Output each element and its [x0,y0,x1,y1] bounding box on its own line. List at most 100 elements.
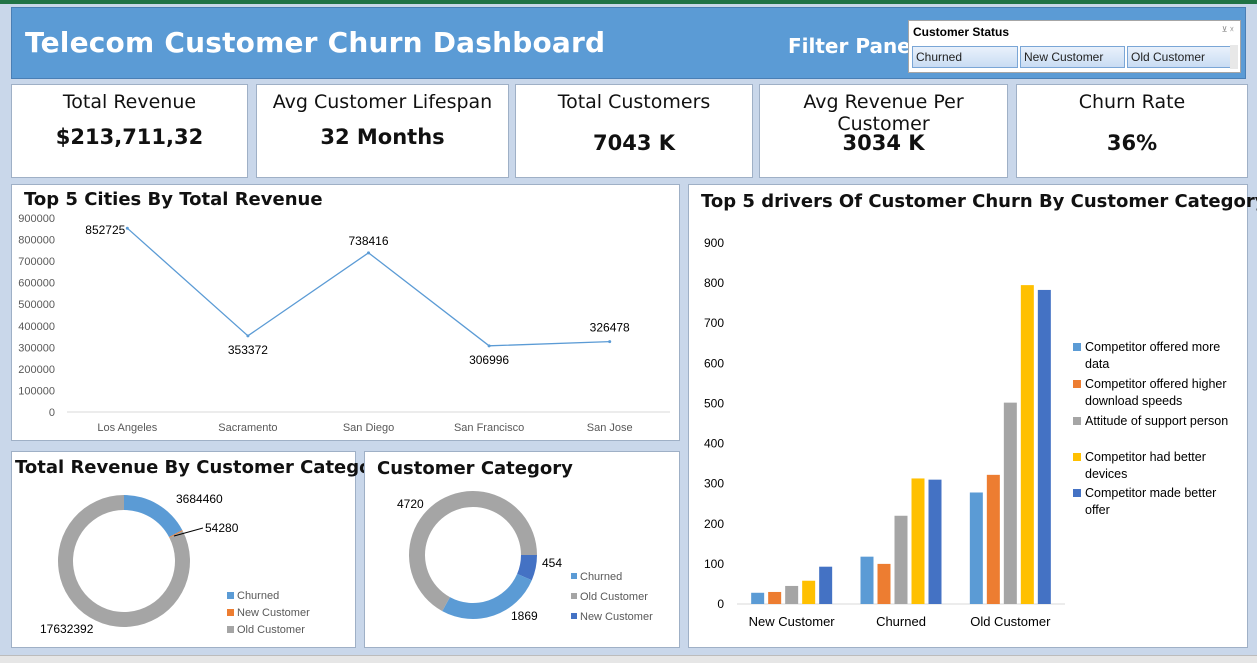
x-tick-label: San Francisco [454,422,524,434]
x-tick-label: New Customer [749,614,836,629]
customer-status-slicer[interactable]: Customer Status ⊻ ☓ Churned New Customer… [908,20,1241,73]
bar [860,556,874,604]
data-point [246,334,250,338]
data-point [608,340,612,344]
legend-entry: Attitude of support person [1085,414,1228,428]
legend-entry: Churned [237,590,279,602]
y-tick-label: 500000 [18,299,55,311]
bar [969,492,983,604]
data-label: 54280 [205,521,239,535]
legend-swatch [1073,489,1081,497]
kpi-label: Total Revenue [62,91,197,113]
data-label: 3684460 [176,492,223,506]
bar [877,563,891,604]
chart-title: Total Revenue By Customer Category [15,457,393,478]
legend-entry: Old Customer [237,624,305,636]
chart-title: Top 5 Cities By Total Revenue [24,189,323,210]
legend-entry: Churned [580,571,622,583]
slicer-scrollbar[interactable] [1230,45,1238,69]
y-tick-label: 900 [704,236,724,250]
bar [911,478,925,604]
y-tick-label: 100000 [18,385,55,397]
legend-swatch [227,592,234,599]
x-tick-label: Old Customer [970,614,1051,629]
legend-entry: New Customer [580,611,653,623]
kpi-value: $213,711,32 [55,125,204,149]
dashboard-title: Telecom Customer Churn Dashboard [25,26,606,59]
kpi-value: 7043 K [592,131,676,155]
legend-swatch [1073,343,1081,351]
legend-swatch [1073,417,1081,425]
donut-slice [442,573,532,619]
customer-category-chart-panel: Customer Category 4720 454 1869 Churned Old … [364,451,680,648]
kpi-avg-revenue-per-customer: Avg Revenue Per Customer 3034 K [759,84,1008,178]
data-point [487,344,491,348]
legend-entry: New Customer [237,607,310,619]
excel-top-strip [0,0,1257,4]
cities-revenue-chart-panel: Top 5 Cities By Total Revenue 0 100000 200… [11,184,680,441]
bar [986,474,1000,604]
bar [1020,285,1034,604]
dashboard-header: Telecom Customer Churn Dashboard Filter … [11,7,1246,79]
bar [819,566,833,604]
data-label: 4720 [397,497,424,511]
donut-slice [124,495,183,538]
donut-slice [169,530,183,538]
y-tick-label: 700000 [18,256,55,268]
data-label: 454 [542,556,562,570]
legend-swatch [1073,453,1081,461]
y-tick-label: 300 [704,477,724,491]
y-tick-label: 200000 [18,364,55,376]
legend-entry: Competitor made better offer [1085,486,1216,517]
legend-entry: Competitor offered more data [1085,340,1220,371]
kpi-label: Avg Customer Lifespan [272,91,493,113]
bar [768,591,782,604]
slicer-option-old-customer[interactable]: Old Customer [1127,46,1231,68]
cities-revenue-line-chart: 0 100000 200000 300000 400000 500000 600000 700… [18,213,670,434]
x-tick-label: San Diego [343,422,394,434]
kpi-label: Avg Revenue Per Customer [803,91,964,135]
y-tick-label: 700 [704,316,724,330]
customer-category-donut-chart: 4720 454 1869 Churned Old Customer New Custom… [397,491,653,623]
bar [802,580,816,604]
x-tick-label: Churned [876,614,926,629]
data-label: 326478 [590,321,630,335]
kpi-avg-customer-lifespan: Avg Customer Lifespan 32 Months [256,84,509,178]
legend-swatch [227,626,234,633]
legend-entry: Old Customer [580,591,648,603]
kpi-label: Churn Rate [1078,91,1186,113]
churn-drivers-bar-chart: 0 100 200 300 400 500 600 700 800 900 New Customer… [704,236,1228,629]
slicer-option-churned[interactable]: Churned [912,46,1018,68]
legend-entry: Competitor offered higher download speeds [1085,377,1227,408]
slicer-title: Customer Status [913,25,1010,39]
y-tick-label: 100 [704,557,724,571]
x-tick-label: Sacramento [218,422,277,434]
y-tick-label: 900000 [18,213,55,225]
y-tick-label: 800 [704,276,724,290]
legend-swatch [571,593,577,599]
x-tick-label: San Jose [587,422,633,434]
kpi-label: Total Customers [557,91,711,113]
kpi-value: 3034 K [842,131,925,155]
y-tick-label: 300000 [18,342,55,354]
bar [1003,402,1017,604]
kpi-value: 36% [1106,131,1158,155]
donut-slice [517,555,537,581]
bar [785,585,799,604]
bar [928,479,942,604]
kpi-value: 32 Months [320,125,445,149]
slicer-option-new-customer[interactable]: New Customer [1020,46,1125,68]
kpi-churn-rate: Churn Rate 36% [1016,84,1248,178]
y-tick-label: 600 [704,356,724,370]
revenue-category-donut-chart: 3684460 54280 17632392 Churned New Customer O… [40,492,310,636]
leader-line [173,527,204,537]
y-tick-label: 800000 [18,235,55,247]
chart-title: Top 5 drivers Of Customer Churn By Custo… [701,191,1257,212]
revenue-category-chart-panel: Total Revenue By Customer Category 36844… [11,451,392,648]
data-point [367,251,370,255]
data-point [125,226,129,230]
bar [751,592,765,604]
slicer-clear-filter-icon[interactable]: ⊻ ☓ [1221,25,1234,34]
y-tick-label: 600000 [18,278,55,290]
x-tick-label: Los Angeles [97,422,157,434]
